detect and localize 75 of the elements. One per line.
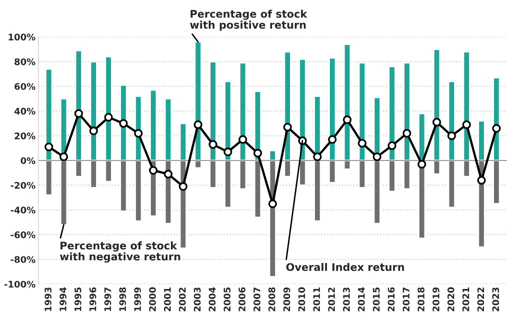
y-tick-label: -60% xyxy=(10,231,36,238)
x-tick-label: 2003 xyxy=(194,288,201,312)
point xyxy=(402,129,412,138)
annotation: Percentage of stock with negative return xyxy=(60,241,180,263)
point xyxy=(238,135,248,144)
annotation: Percentage of stock with positive return xyxy=(190,10,308,31)
point xyxy=(372,152,382,162)
x-tick-label: 2001 xyxy=(164,287,171,312)
annotation: Overall Index return xyxy=(286,262,404,272)
point xyxy=(342,115,352,124)
point xyxy=(313,152,322,162)
point xyxy=(134,129,143,138)
x-tick-label: 2005 xyxy=(224,287,230,312)
x-tick-label: 2011 xyxy=(313,287,320,312)
point xyxy=(253,148,262,158)
x-tick-label: 1993 xyxy=(44,288,52,311)
point xyxy=(358,138,366,148)
point xyxy=(418,160,426,169)
y-tick-label: 60% xyxy=(14,83,36,90)
x-tick-label: 2000 xyxy=(149,287,156,312)
x-tick-label: 2018 xyxy=(418,287,424,312)
y-tick-label: 40% xyxy=(14,108,36,115)
x-tick-label: 2006 xyxy=(238,287,246,312)
point xyxy=(164,170,173,178)
point xyxy=(59,152,68,162)
point xyxy=(89,126,98,136)
x-tick-label: 2017 xyxy=(402,288,410,312)
y-tick-label: 100% xyxy=(8,34,36,40)
point xyxy=(388,141,396,150)
x-tick-label: 1999 xyxy=(134,287,141,311)
x-tick-label: 2023 xyxy=(492,288,500,312)
x-tick-label: 2015 xyxy=(372,287,380,312)
x-tick-label: 2013 xyxy=(343,288,350,312)
point xyxy=(148,166,158,175)
y-tick-label: -20% xyxy=(10,182,36,189)
y-tick-label: -40% xyxy=(10,206,36,214)
point xyxy=(104,112,113,122)
point xyxy=(447,131,456,140)
y-tick-label: 80% xyxy=(14,58,36,66)
x-tick-label: 2019 xyxy=(432,287,440,312)
x-tick-label: 2014 xyxy=(358,287,365,312)
x-tick-label: 1996 xyxy=(89,287,96,311)
x-tick-label: 2007 xyxy=(254,288,260,312)
point xyxy=(44,142,54,152)
point xyxy=(194,120,202,129)
point xyxy=(178,182,188,191)
y-tick-label: 20% xyxy=(14,132,36,140)
point xyxy=(328,135,337,144)
x-tick-label: 2002 xyxy=(178,288,186,312)
x-tick-label: 1995 xyxy=(74,287,82,311)
y-tick-label: -80% xyxy=(10,256,36,263)
point xyxy=(268,199,277,208)
point xyxy=(208,140,218,149)
point xyxy=(477,176,486,185)
y-tick-label: 0% xyxy=(20,157,36,164)
x-tick-label: 2009 xyxy=(283,287,290,312)
x-tick-label: 2022 xyxy=(477,288,484,312)
x-tick-label: 1998 xyxy=(119,287,126,311)
point xyxy=(74,109,83,118)
x-tick-label: 2004 xyxy=(208,287,216,312)
x-tick-label: 2012 xyxy=(328,288,335,312)
point xyxy=(224,148,232,156)
x-tick-label: 2021 xyxy=(462,287,470,312)
point xyxy=(462,120,471,129)
x-tick-label: 1994 xyxy=(60,287,66,311)
x-tick-label: 1997 xyxy=(104,288,112,311)
y-tick-label: -100% xyxy=(4,280,36,288)
x-tick-label: 2016 xyxy=(388,287,395,312)
point xyxy=(432,118,442,126)
x-tick-label: 2010 xyxy=(298,287,306,312)
x-tick-label: 2020 xyxy=(447,287,454,312)
x-tick-label: 2008 xyxy=(268,287,276,312)
point xyxy=(119,119,128,128)
point xyxy=(283,122,292,132)
point xyxy=(492,124,501,133)
